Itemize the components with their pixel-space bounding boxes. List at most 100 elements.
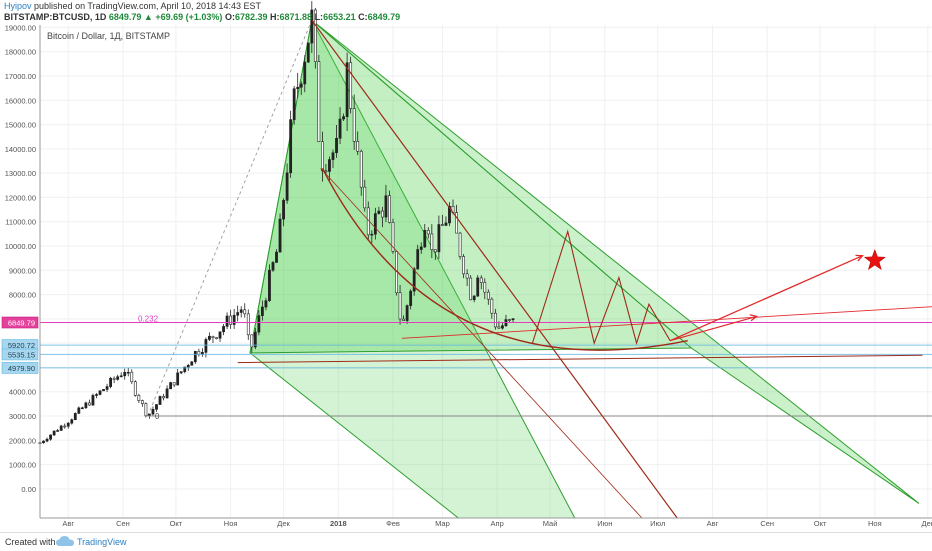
zigzag-projection[interactable] <box>531 229 671 346</box>
y-tick-label: 3000.00 <box>9 412 36 421</box>
candle-body <box>49 434 52 440</box>
low-label: L: <box>314 12 324 22</box>
candle-body <box>140 400 144 404</box>
x-tick-label: 2018 <box>330 519 347 528</box>
arrowhead-icon <box>749 314 759 322</box>
secondary-arrow[interactable] <box>669 315 757 342</box>
x-tick-label: Фев <box>386 519 400 528</box>
candle-body <box>271 262 275 271</box>
y-tick-label: 17000.00 <box>5 72 36 81</box>
x-tick-label: Сен <box>116 519 130 528</box>
candle-body <box>462 256 466 275</box>
price-tag-label: 5535.15 <box>8 350 35 359</box>
publish-line: Hyipov published on TradingView.com, Apr… <box>4 1 261 12</box>
y-tick-label: 14000.00 <box>5 145 36 154</box>
candle-body <box>335 137 338 154</box>
close-value: 6849.79 <box>367 12 401 22</box>
candle-body <box>508 319 511 321</box>
y-tick-label: 15000.00 <box>5 121 36 130</box>
candle-body <box>222 326 225 333</box>
y-tick-label: 19000.00 <box>5 23 36 32</box>
price-tag-label: 4979.90 <box>8 364 35 373</box>
candle-body <box>158 396 162 405</box>
candle-body <box>172 382 176 386</box>
candle-body <box>416 249 420 270</box>
fan-outer-fill[interactable] <box>311 19 920 504</box>
candle-body <box>278 218 282 253</box>
candle-body <box>98 390 102 395</box>
support-line[interactable] <box>237 354 923 364</box>
candle-body <box>225 315 229 327</box>
candle-body <box>472 295 476 301</box>
candle-body <box>246 313 250 336</box>
candle-body <box>250 334 254 348</box>
tradingview-link[interactable]: TradingView <box>77 537 127 547</box>
candle-body <box>381 210 384 218</box>
candle-body <box>112 377 116 380</box>
x-tick-label: Дек <box>922 519 932 528</box>
author-link[interactable]: Hyipov <box>4 1 32 11</box>
drawings-front[interactable]: 0.232 0 <box>40 19 932 519</box>
candle-body <box>165 388 169 399</box>
candle-body <box>211 335 215 339</box>
candle-body <box>42 440 45 444</box>
candle-body <box>109 377 113 387</box>
candle-body <box>56 430 60 432</box>
chart-background <box>0 0 932 532</box>
candle-body <box>306 42 310 63</box>
target-arrow[interactable] <box>669 255 863 342</box>
candle-body <box>239 309 243 313</box>
rising-line[interactable] <box>401 306 932 339</box>
candle-body <box>179 371 183 374</box>
candle-body <box>349 62 353 109</box>
star-icon[interactable] <box>863 248 886 271</box>
candle-body <box>490 298 494 314</box>
tradingview-cloud-icon <box>56 536 74 546</box>
curve-arc[interactable] <box>321 167 688 351</box>
candle-body <box>218 331 222 339</box>
candle-body <box>328 159 331 172</box>
up-arrow-icon: ▲ <box>143 12 153 22</box>
y-tick-label: 2000.00 <box>9 436 36 445</box>
candle-body <box>324 170 328 173</box>
y-axis: 0.001000.002000.003000.004000.005000.006… <box>1 23 41 518</box>
candle-body <box>444 222 448 226</box>
candle-body <box>352 108 356 142</box>
candle-body <box>398 292 402 320</box>
candle-body <box>296 86 300 90</box>
y-tick-label: 8000.00 <box>9 291 36 300</box>
price-tag-label: 5920.72 <box>8 341 35 350</box>
candle-body <box>215 337 218 340</box>
candle-body <box>430 233 434 250</box>
high-label: H: <box>270 12 280 22</box>
candle-body <box>455 212 458 234</box>
resistance-line[interactable] <box>311 19 678 519</box>
candle-body <box>102 389 105 392</box>
candle-body <box>373 213 377 235</box>
x-tick-label: Дек <box>277 519 290 528</box>
candle-body <box>119 375 123 378</box>
publish-info: published on TradingView.com, April 10, … <box>34 1 262 11</box>
candle-body <box>370 233 374 236</box>
candle-body <box>162 396 165 399</box>
candle-body <box>91 395 95 406</box>
candle-body <box>320 141 324 172</box>
candle-body <box>193 351 197 363</box>
candle-body <box>59 425 63 431</box>
arrowhead-icon <box>855 254 864 262</box>
candle-body <box>317 61 321 142</box>
y-tick-label: 11000.00 <box>5 218 36 227</box>
candle-body <box>391 222 395 252</box>
close-label: C: <box>358 12 368 22</box>
candle-body <box>497 326 501 329</box>
candle-body <box>419 246 423 250</box>
candle-body <box>465 273 469 279</box>
candle-body <box>409 290 413 306</box>
price-chart[interactable]: 0.232 0 0.00 1000.00 2000.00 3000.00 4000.00 5… <box>0 0 932 532</box>
ohlc-line: BITSTAMP:BTCUSD, 1D 6849.79 ▲ +69.69 (+1… <box>4 12 400 23</box>
candle-body <box>356 141 360 152</box>
drawings[interactable] <box>147 18 920 519</box>
trend-line[interactable] <box>320 168 643 519</box>
y-tick-label: 0.00 <box>21 485 36 494</box>
candle-body <box>345 62 349 117</box>
